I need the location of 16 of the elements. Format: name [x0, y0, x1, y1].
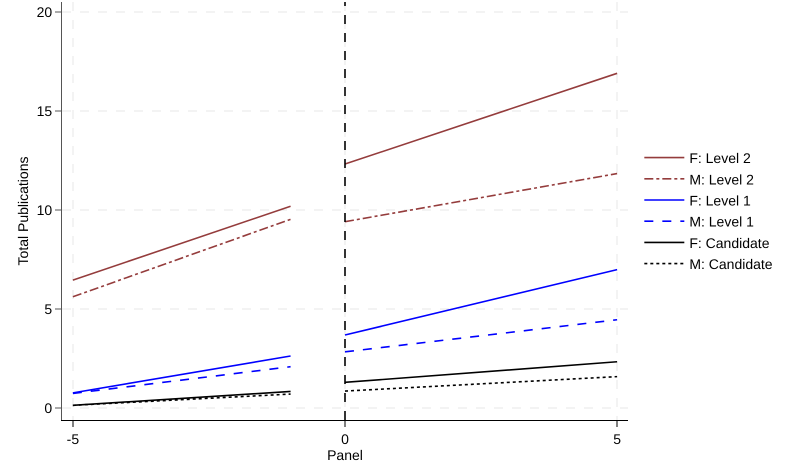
legend-label: M: Candidate — [689, 256, 773, 272]
y-tick-label: 5 — [44, 300, 52, 317]
legend-label: F: Candidate — [689, 234, 770, 251]
legend-label: M: Level 2 — [689, 171, 754, 188]
x-axis-title: Panel — [327, 446, 363, 463]
legend-label: M: Level 1 — [689, 214, 754, 230]
x-tick-label: 0 — [341, 430, 350, 447]
legend-label: F: Level 1 — [689, 192, 752, 208]
y-tick-label: 0 — [44, 400, 52, 416]
x-tick-label: -5 — [66, 430, 80, 447]
y-tick-label: 15 — [36, 102, 52, 119]
y-axis-title: Total Publications — [15, 156, 32, 266]
x-tick-label: 5 — [613, 430, 622, 447]
y-tick-label: 10 — [36, 202, 52, 218]
legend-label: F: Level 2 — [689, 150, 752, 166]
y-tick-label: 20 — [36, 4, 52, 20]
